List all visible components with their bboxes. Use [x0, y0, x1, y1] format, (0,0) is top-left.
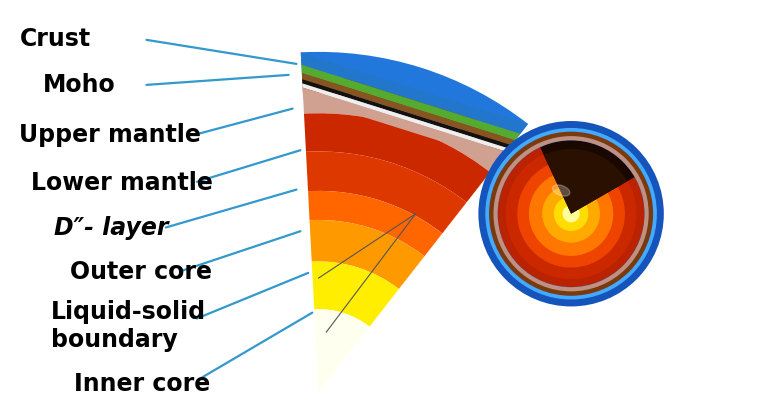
Polygon shape: [302, 79, 511, 149]
Text: D″- layer: D″- layer: [54, 216, 169, 240]
Text: Upper mantle: Upper mantle: [19, 123, 201, 147]
Circle shape: [507, 149, 636, 278]
Circle shape: [543, 186, 599, 242]
Wedge shape: [544, 149, 627, 214]
Wedge shape: [308, 191, 442, 256]
Wedge shape: [304, 113, 490, 203]
Wedge shape: [301, 52, 528, 144]
Ellipse shape: [552, 185, 570, 196]
Wedge shape: [306, 151, 467, 234]
Text: Liquid-solid
boundary: Liquid-solid boundary: [51, 300, 206, 352]
Wedge shape: [309, 220, 424, 289]
Circle shape: [518, 161, 624, 267]
Text: Lower mantle: Lower mantle: [31, 171, 213, 195]
Wedge shape: [314, 309, 370, 392]
Text: Outer core: Outer core: [70, 260, 212, 284]
Circle shape: [488, 131, 654, 297]
Text: Moho: Moho: [43, 73, 116, 97]
Polygon shape: [302, 83, 509, 152]
Text: Inner core: Inner core: [74, 372, 210, 396]
Polygon shape: [301, 73, 515, 145]
Text: Crust: Crust: [19, 27, 91, 51]
Circle shape: [555, 197, 587, 230]
Circle shape: [495, 137, 647, 290]
Circle shape: [491, 134, 651, 293]
Wedge shape: [538, 137, 637, 214]
Polygon shape: [301, 52, 528, 134]
Polygon shape: [302, 88, 507, 160]
Polygon shape: [301, 65, 521, 140]
Wedge shape: [312, 261, 399, 327]
Wedge shape: [303, 93, 503, 172]
Wedge shape: [302, 77, 513, 157]
Circle shape: [530, 172, 612, 255]
Circle shape: [563, 206, 579, 222]
